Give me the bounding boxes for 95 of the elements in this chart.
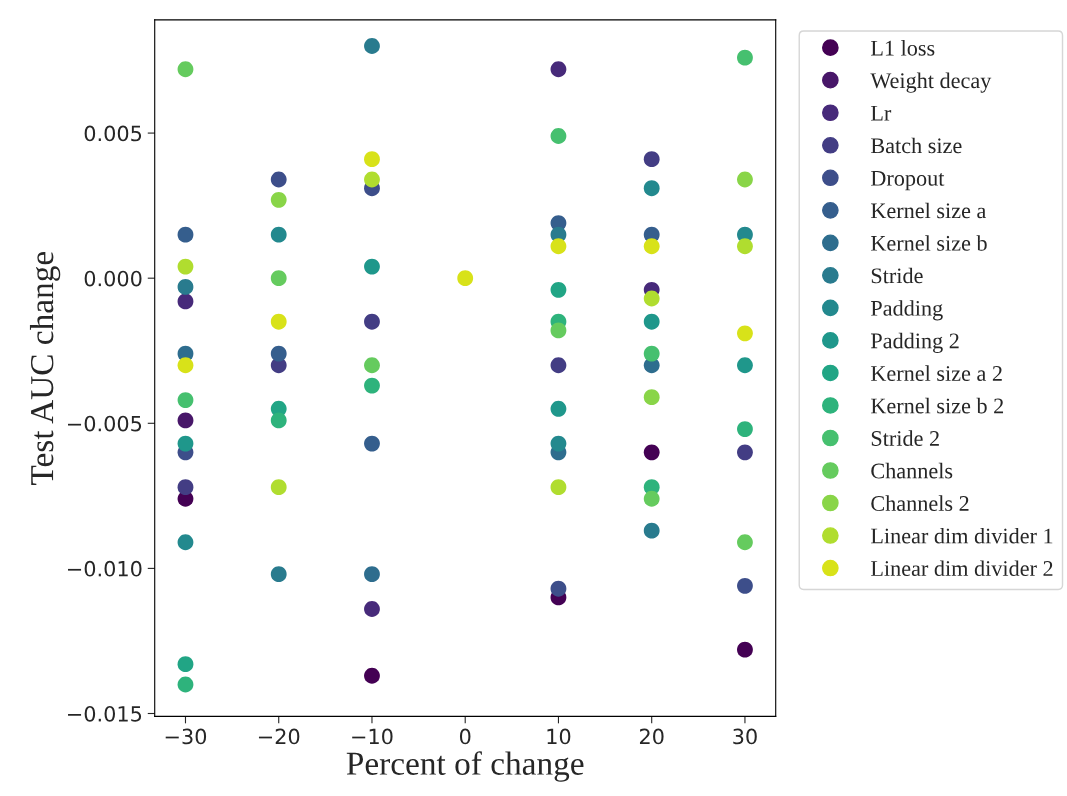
legend-label: Kernel size b 2	[870, 397, 1004, 414]
point	[643, 490, 660, 507]
point	[364, 601, 380, 617]
point	[550, 400, 567, 417]
point	[177, 479, 194, 496]
y-tick-label: 0.000	[84, 270, 142, 287]
point	[177, 534, 194, 551]
x-tick-label: −10	[352, 728, 393, 745]
point	[177, 293, 194, 310]
legend-label: Batch size	[870, 137, 962, 154]
legend-label: Weight decay	[870, 72, 992, 93]
point	[364, 313, 380, 330]
y-tick-label: −0.015	[68, 705, 142, 722]
point	[270, 566, 287, 583]
point	[550, 61, 567, 78]
point	[550, 479, 567, 496]
x-tick-label: 20	[639, 728, 664, 745]
y-tick-label: 0.005	[84, 125, 142, 142]
point	[364, 151, 380, 168]
point	[270, 313, 287, 330]
point	[364, 667, 380, 684]
point	[643, 345, 660, 362]
x-tick-label: −20	[258, 728, 300, 745]
x-tick-label: 30	[733, 728, 757, 745]
point	[737, 444, 753, 461]
point	[177, 435, 194, 452]
point	[270, 171, 287, 188]
point	[643, 444, 660, 461]
point	[177, 392, 194, 408]
point	[364, 171, 380, 188]
point	[643, 389, 660, 406]
point	[737, 641, 753, 658]
point	[550, 435, 567, 452]
legend-label: L1 loss	[870, 40, 935, 56]
legend-label: Stride 2	[871, 430, 939, 446]
legend-label: Channels	[871, 462, 953, 479]
legend-label: Kernel size b	[870, 235, 987, 251]
point	[737, 534, 753, 551]
point	[177, 676, 194, 693]
point	[364, 377, 380, 394]
point	[177, 278, 194, 295]
point	[550, 322, 567, 339]
point	[364, 435, 380, 452]
legend-label: Linear dim divider 2	[870, 560, 1053, 577]
legend-label: Channels 2	[871, 495, 969, 512]
point	[177, 656, 194, 673]
point	[270, 479, 287, 496]
point	[177, 226, 194, 243]
point	[270, 191, 287, 208]
point	[177, 258, 194, 275]
y-tick-label: −0.005	[68, 415, 142, 432]
point	[643, 238, 660, 255]
point	[737, 357, 753, 374]
point	[364, 258, 380, 275]
legend-label: Padding 2	[870, 332, 959, 353]
x-axis-title: Percent of change	[346, 751, 584, 782]
point	[550, 281, 567, 298]
point	[737, 238, 753, 255]
point	[457, 270, 474, 287]
point	[270, 226, 287, 243]
point	[550, 238, 567, 255]
x-tick-label: 10	[547, 728, 571, 745]
point	[737, 171, 753, 188]
point	[643, 180, 660, 197]
point	[737, 421, 753, 438]
point	[737, 325, 753, 342]
point	[177, 61, 194, 78]
legend-label: Padding	[870, 300, 943, 321]
legend-label: Linear dim divider 1	[870, 527, 1053, 544]
x-tick-label: 0	[459, 728, 471, 745]
point	[177, 357, 194, 374]
x-tick-label: −30	[165, 728, 207, 745]
point	[364, 566, 380, 583]
legend-label: Kernel size a 2	[870, 365, 1002, 381]
point	[270, 412, 287, 429]
legend-label: Lr	[870, 105, 892, 121]
point	[364, 357, 380, 374]
legend-label: Stride	[871, 267, 923, 284]
point	[737, 49, 753, 66]
point	[550, 580, 567, 597]
legend-label: Dropout	[870, 171, 945, 191]
y-tick-label: −0.010	[68, 560, 142, 577]
point	[643, 290, 660, 307]
y-axis-title: Test AUC change	[29, 251, 61, 485]
point	[550, 128, 567, 144]
point	[737, 577, 753, 594]
point	[270, 345, 287, 362]
point	[364, 38, 380, 54]
point	[643, 522, 660, 539]
point	[270, 270, 287, 287]
point	[550, 357, 567, 374]
point	[643, 313, 660, 330]
legend-label: Kernel size a	[870, 202, 987, 219]
point	[643, 151, 660, 168]
point	[177, 412, 194, 429]
